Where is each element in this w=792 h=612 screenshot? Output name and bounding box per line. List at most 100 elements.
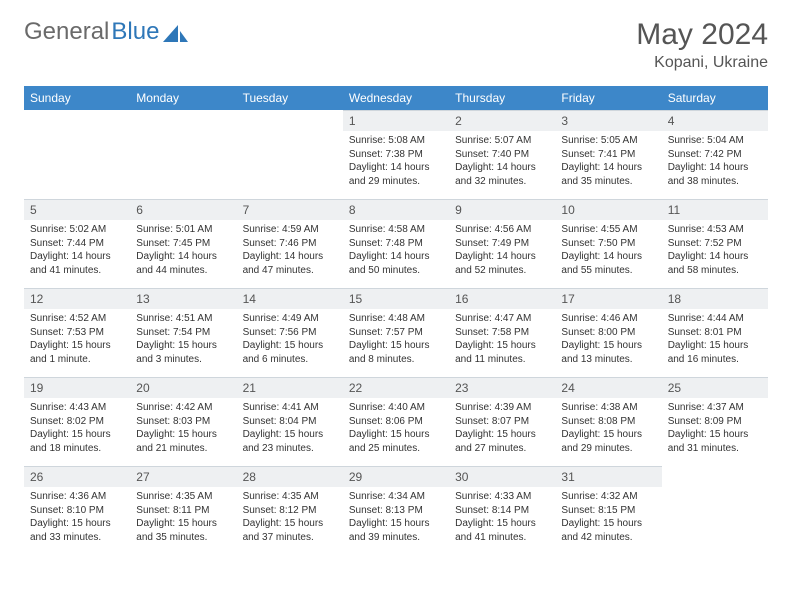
day-number: 5 <box>24 199 130 220</box>
day-details: Sunrise: 4:38 AMSunset: 8:08 PMDaylight:… <box>555 398 661 459</box>
daylight-text: Daylight: 14 hours and 41 minutes. <box>30 250 124 277</box>
day-number: 26 <box>24 466 130 487</box>
daylight-text: Daylight: 15 hours and 33 minutes. <box>30 517 124 544</box>
sunrise-text: Sunrise: 4:35 AM <box>136 490 230 504</box>
sunset-text: Sunset: 8:00 PM <box>561 326 655 340</box>
calendar-day-cell: .. <box>237 110 343 199</box>
day-details: Sunrise: 4:43 AMSunset: 8:02 PMDaylight:… <box>24 398 130 459</box>
day-number: 9 <box>449 199 555 220</box>
sunrise-text: Sunrise: 4:33 AM <box>455 490 549 504</box>
sunset-text: Sunset: 8:08 PM <box>561 415 655 429</box>
sunrise-text: Sunrise: 4:48 AM <box>349 312 443 326</box>
sunset-text: Sunset: 8:13 PM <box>349 504 443 518</box>
sunrise-text: Sunrise: 5:01 AM <box>136 223 230 237</box>
day-number: 16 <box>449 288 555 309</box>
calendar-day-cell: 18Sunrise: 4:44 AMSunset: 8:01 PMDayligh… <box>662 288 768 377</box>
weekday-header: Thursday <box>449 86 555 110</box>
calendar-day-cell: 15Sunrise: 4:48 AMSunset: 7:57 PMDayligh… <box>343 288 449 377</box>
sunrise-text: Sunrise: 4:51 AM <box>136 312 230 326</box>
sunrise-text: Sunrise: 4:32 AM <box>561 490 655 504</box>
sunrise-text: Sunrise: 4:58 AM <box>349 223 443 237</box>
calendar-day-cell: 5Sunrise: 5:02 AMSunset: 7:44 PMDaylight… <box>24 199 130 288</box>
sunset-text: Sunset: 8:12 PM <box>243 504 337 518</box>
day-details: Sunrise: 4:34 AMSunset: 8:13 PMDaylight:… <box>343 487 449 548</box>
sunrise-text: Sunrise: 4:53 AM <box>668 223 762 237</box>
sunrise-text: Sunrise: 4:37 AM <box>668 401 762 415</box>
calendar-day-cell: 28Sunrise: 4:35 AMSunset: 8:12 PMDayligh… <box>237 466 343 555</box>
sunrise-text: Sunrise: 4:59 AM <box>243 223 337 237</box>
calendar-week-row: ......1Sunrise: 5:08 AMSunset: 7:38 PMDa… <box>24 110 768 199</box>
day-number: 2 <box>449 110 555 131</box>
daylight-text: Daylight: 15 hours and 42 minutes. <box>561 517 655 544</box>
sunset-text: Sunset: 8:07 PM <box>455 415 549 429</box>
daylight-text: Daylight: 14 hours and 32 minutes. <box>455 161 549 188</box>
day-number: 13 <box>130 288 236 309</box>
day-number: 15 <box>343 288 449 309</box>
sunset-text: Sunset: 7:40 PM <box>455 148 549 162</box>
calendar-day-cell: 22Sunrise: 4:40 AMSunset: 8:06 PMDayligh… <box>343 377 449 466</box>
daylight-text: Daylight: 14 hours and 50 minutes. <box>349 250 443 277</box>
logo-sail-icon <box>163 24 189 44</box>
day-number: 20 <box>130 377 236 398</box>
sunrise-text: Sunrise: 5:04 AM <box>668 134 762 148</box>
sunrise-text: Sunrise: 4:52 AM <box>30 312 124 326</box>
sunrise-text: Sunrise: 5:07 AM <box>455 134 549 148</box>
daylight-text: Daylight: 14 hours and 38 minutes. <box>668 161 762 188</box>
calendar-day-cell: .. <box>130 110 236 199</box>
daylight-text: Daylight: 15 hours and 1 minute. <box>30 339 124 366</box>
weekday-header: Sunday <box>24 86 130 110</box>
daylight-text: Daylight: 15 hours and 35 minutes. <box>136 517 230 544</box>
sunrise-text: Sunrise: 4:35 AM <box>243 490 337 504</box>
day-number: 17 <box>555 288 661 309</box>
day-number: 1 <box>343 110 449 131</box>
calendar-day-cell: 11Sunrise: 4:53 AMSunset: 7:52 PMDayligh… <box>662 199 768 288</box>
sunrise-text: Sunrise: 4:56 AM <box>455 223 549 237</box>
sunset-text: Sunset: 8:04 PM <box>243 415 337 429</box>
day-number: 24 <box>555 377 661 398</box>
day-number: 30 <box>449 466 555 487</box>
day-number: 25 <box>662 377 768 398</box>
calendar-day-cell: 8Sunrise: 4:58 AMSunset: 7:48 PMDaylight… <box>343 199 449 288</box>
sunrise-text: Sunrise: 4:41 AM <box>243 401 337 415</box>
calendar-day-cell: 2 Sunrise: 5:07 AMSunset: 7:40 PMDaylight… <box>449 110 555 199</box>
calendar-day-cell: 6Sunrise: 5:01 AMSunset: 7:45 PMDaylight… <box>130 199 236 288</box>
location: Kopani, Ukraine <box>636 54 768 72</box>
calendar-day-cell: .. <box>24 110 130 199</box>
sunrise-text: Sunrise: 4:34 AM <box>349 490 443 504</box>
day-details: Sunrise: 4:36 AMSunset: 8:10 PMDaylight:… <box>24 487 130 548</box>
calendar-day-cell: 17Sunrise: 4:46 AMSunset: 8:00 PMDayligh… <box>555 288 661 377</box>
calendar-header-row: SundayMondayTuesdayWednesdayThursdayFrid… <box>24 86 768 110</box>
sunset-text: Sunset: 7:58 PM <box>455 326 549 340</box>
weekday-header: Friday <box>555 86 661 110</box>
daylight-text: Daylight: 15 hours and 13 minutes. <box>561 339 655 366</box>
sunset-text: Sunset: 7:52 PM <box>668 237 762 251</box>
daylight-text: Daylight: 14 hours and 58 minutes. <box>668 250 762 277</box>
day-details: Sunrise: 4:35 AMSunset: 8:11 PMDaylight:… <box>130 487 236 548</box>
daylight-text: Daylight: 15 hours and 41 minutes. <box>455 517 549 544</box>
sunrise-text: Sunrise: 4:42 AM <box>136 401 230 415</box>
sunset-text: Sunset: 7:50 PM <box>561 237 655 251</box>
sunrise-text: Sunrise: 4:49 AM <box>243 312 337 326</box>
day-details: Sunrise: 4:48 AMSunset: 7:57 PMDaylight:… <box>343 309 449 370</box>
day-details: Sunrise: 5:01 AMSunset: 7:45 PMDaylight:… <box>130 220 236 281</box>
daylight-text: Daylight: 14 hours and 47 minutes. <box>243 250 337 277</box>
day-details: Sunrise: 4:51 AMSunset: 7:54 PMDaylight:… <box>130 309 236 370</box>
calendar-day-cell: 10Sunrise: 4:55 AMSunset: 7:50 PMDayligh… <box>555 199 661 288</box>
day-details: Sunrise: 4:59 AMSunset: 7:46 PMDaylight:… <box>237 220 343 281</box>
day-details: Sunrise: 4:46 AMSunset: 8:00 PMDaylight:… <box>555 309 661 370</box>
sunset-text: Sunset: 7:46 PM <box>243 237 337 251</box>
calendar-day-cell: 9Sunrise: 4:56 AMSunset: 7:49 PMDaylight… <box>449 199 555 288</box>
day-number: 22 <box>343 377 449 398</box>
calendar-day-cell: 16Sunrise: 4:47 AMSunset: 7:58 PMDayligh… <box>449 288 555 377</box>
daylight-text: Daylight: 15 hours and 21 minutes. <box>136 428 230 455</box>
daylight-text: Daylight: 14 hours and 55 minutes. <box>561 250 655 277</box>
sunset-text: Sunset: 7:41 PM <box>561 148 655 162</box>
daylight-text: Daylight: 15 hours and 31 minutes. <box>668 428 762 455</box>
sunrise-text: Sunrise: 4:55 AM <box>561 223 655 237</box>
sunset-text: Sunset: 7:54 PM <box>136 326 230 340</box>
day-number: 14 <box>237 288 343 309</box>
day-details: Sunrise: 4:55 AMSunset: 7:50 PMDaylight:… <box>555 220 661 281</box>
calendar-week-row: 26Sunrise: 4:36 AMSunset: 8:10 PMDayligh… <box>24 466 768 555</box>
day-number: 4 <box>662 110 768 131</box>
daylight-text: Daylight: 15 hours and 29 minutes. <box>561 428 655 455</box>
